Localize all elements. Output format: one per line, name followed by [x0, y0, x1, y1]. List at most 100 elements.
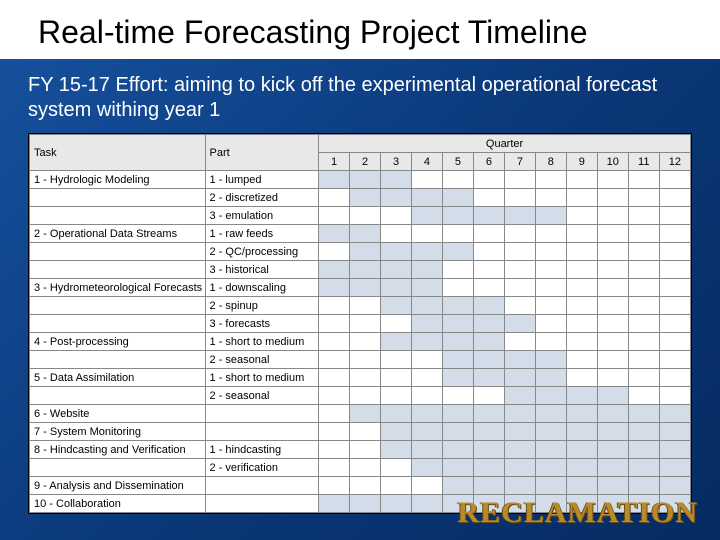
quarter-cell: [566, 423, 597, 441]
quarter-cell: [628, 297, 659, 315]
quarter-cell: [504, 243, 535, 261]
quarter-cell: [442, 207, 473, 225]
quarter-cell: [412, 405, 443, 423]
quarter-cell: [504, 369, 535, 387]
quarter-cell: [504, 171, 535, 189]
quarter-cell: [659, 279, 690, 297]
quarter-cell: [628, 279, 659, 297]
quarter-cell: [442, 423, 473, 441]
quarter-cell: [659, 189, 690, 207]
part-cell: 3 - emulation: [205, 207, 319, 225]
quarter-cell: [442, 441, 473, 459]
quarter-cell: [566, 207, 597, 225]
quarter-cell: [628, 171, 659, 189]
quarter-cell: [412, 495, 443, 513]
quarter-cell: [412, 459, 443, 477]
quarter-cell: [350, 207, 381, 225]
quarter-cell: [535, 333, 566, 351]
quarter-cell: [442, 369, 473, 387]
quarter-cell: [412, 351, 443, 369]
table-row: 2 - seasonal: [30, 387, 691, 405]
quarter-cell: [412, 207, 443, 225]
table-row: 4 - Post-processing1 - short to medium: [30, 333, 691, 351]
quarter-cell: [350, 405, 381, 423]
reclamation-logo: RECLAMATION: [458, 496, 698, 530]
quarter-cell: [473, 333, 504, 351]
quarter-cell: [319, 423, 350, 441]
quarter-cell: [659, 333, 690, 351]
quarter-cell: [597, 459, 628, 477]
quarter-cell: [473, 225, 504, 243]
quarter-cell: [442, 243, 473, 261]
quarter-cell: [412, 171, 443, 189]
table-row: 3 - emulation: [30, 207, 691, 225]
quarter-cell: [350, 333, 381, 351]
quarter-cell: [535, 207, 566, 225]
quarter-cell: [442, 405, 473, 423]
quarter-cell: [319, 441, 350, 459]
quarter-cell: [350, 423, 381, 441]
quarter-cell: [381, 279, 412, 297]
quarter-cell: [442, 459, 473, 477]
quarter-cell: [381, 495, 412, 513]
quarter-cell: [381, 243, 412, 261]
quarter-cell: [412, 441, 443, 459]
quarter-cell: [412, 369, 443, 387]
part-cell: 2 - spinup: [205, 297, 319, 315]
gantt-chart: Task Part Quarter 123456789101112 1 - Hy…: [28, 133, 692, 514]
task-cell: 7 - System Monitoring: [30, 423, 206, 441]
quarter-cell: [381, 297, 412, 315]
quarter-cell: [566, 243, 597, 261]
quarter-cell: [319, 225, 350, 243]
quarter-cell: [442, 387, 473, 405]
quarter-cell: [597, 171, 628, 189]
quarter-cell: [412, 225, 443, 243]
quarter-cell: [350, 477, 381, 495]
quarter-cell: [597, 189, 628, 207]
quarter-cell: [473, 459, 504, 477]
quarter-cell: [566, 405, 597, 423]
quarter-cell: [319, 279, 350, 297]
quarter-cell: [659, 387, 690, 405]
quarter-cell: [350, 369, 381, 387]
quarter-cell: [597, 405, 628, 423]
task-cell: 1 - Hydrologic Modeling: [30, 171, 206, 189]
quarter-cell: [566, 387, 597, 405]
table-row: 3 - Hydrometeorological Forecasts1 - dow…: [30, 279, 691, 297]
col-header-q4: 4: [412, 153, 443, 171]
quarter-cell: [473, 297, 504, 315]
quarter-cell: [504, 315, 535, 333]
col-header-q7: 7: [504, 153, 535, 171]
task-cell: [30, 189, 206, 207]
quarter-cell: [535, 441, 566, 459]
task-cell: 10 - Collaboration: [30, 495, 206, 513]
quarter-cell: [319, 369, 350, 387]
quarter-cell: [535, 243, 566, 261]
col-header-q9: 9: [566, 153, 597, 171]
quarter-cell: [535, 459, 566, 477]
quarter-cell: [412, 477, 443, 495]
task-cell: 9 - Analysis and Dissemination: [30, 477, 206, 495]
quarter-cell: [473, 189, 504, 207]
quarter-cell: [442, 315, 473, 333]
quarter-cell: [473, 477, 504, 495]
quarter-cell: [597, 369, 628, 387]
quarter-cell: [535, 171, 566, 189]
quarter-cell: [319, 477, 350, 495]
task-cell: 5 - Data Assimilation: [30, 369, 206, 387]
col-header-q6: 6: [473, 153, 504, 171]
table-row: 3 - forecasts: [30, 315, 691, 333]
task-cell: [30, 261, 206, 279]
quarter-cell: [504, 207, 535, 225]
quarter-cell: [319, 243, 350, 261]
quarter-cell: [597, 207, 628, 225]
quarter-cell: [442, 477, 473, 495]
quarter-cell: [535, 423, 566, 441]
quarter-cell: [597, 477, 628, 495]
quarter-cell: [473, 351, 504, 369]
part-cell: [205, 477, 319, 495]
quarter-cell: [566, 351, 597, 369]
task-cell: [30, 243, 206, 261]
task-cell: 2 - Operational Data Streams: [30, 225, 206, 243]
col-header-part: Part: [205, 135, 319, 171]
